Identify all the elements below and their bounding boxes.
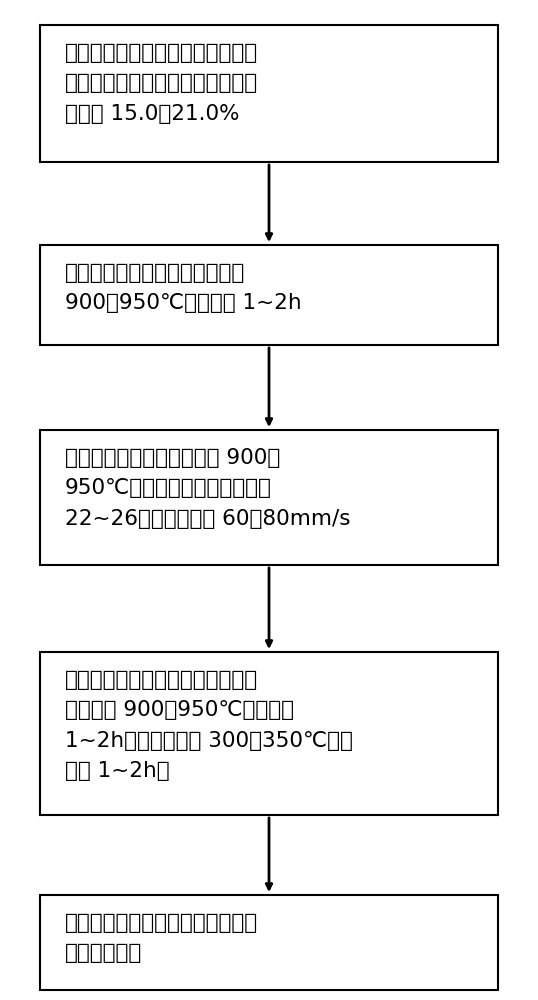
Bar [40,430,498,565]
Text: 将退火处理后的管坯加热至 900～
950℃进行挤压成型，挤压比为
22~26，挤压速度为 60～80mm/s: 将退火处理后的管坯加热至 900～ 950℃进行挤压成型，挤压比为 22~26，… [65,448,350,529]
Text: 将时效处理后的管材校直变形，得
到最终的管材: 将时效处理后的管材校直变形，得 到最终的管材 [65,913,258,963]
Bar [40,895,498,990]
Bar [40,25,498,162]
Text: 将管坯进行退火处理后，温度为
900～950℃，时间为 1~2h: 将管坯进行退火处理后，温度为 900～950℃，时间为 1~2h [65,263,301,313]
Text: 将成型管材进行固溶时效处理，固
溶温度为 900～950℃，时间为
1~2h；时效温度为 300～350℃，时
间为 1~2h。: 将成型管材进行固溶时效处理，固 溶温度为 900～950℃，时间为 1~2h；时… [65,670,352,781]
Bar [40,245,498,345]
Bar [40,652,498,815]
Text: 将纯钛和钛钨中间合金熔炼，得到
管坯；以重量百分比计，管坯中钨
含量为 15.0～21.0%: 将纯钛和钛钨中间合金熔炼，得到 管坯；以重量百分比计，管坯中钨 含量为 15.0… [65,43,258,124]
